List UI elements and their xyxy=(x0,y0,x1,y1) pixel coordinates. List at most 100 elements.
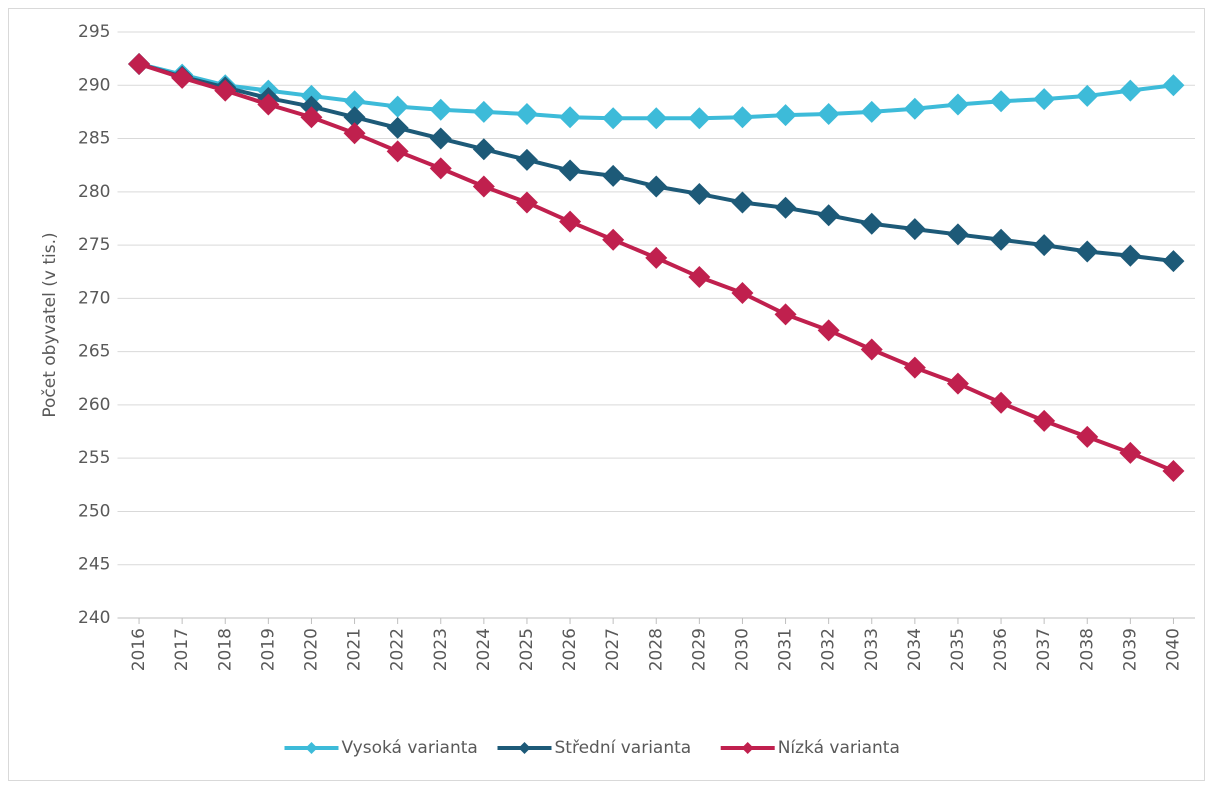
data-point xyxy=(645,246,668,269)
data-point xyxy=(257,93,280,116)
data-point xyxy=(602,228,625,251)
x-tick-label: 2031 xyxy=(776,628,796,671)
x-tick-label: 2020 xyxy=(301,628,321,671)
legend-marker xyxy=(741,742,754,754)
x-tick-label: 2040 xyxy=(1163,628,1183,671)
x-tick-label: 2038 xyxy=(1077,628,1097,671)
x-tick-label: 2029 xyxy=(689,628,709,671)
legend-marker xyxy=(518,742,531,754)
data-point xyxy=(817,103,840,126)
data-point xyxy=(429,98,452,121)
legend-label: Nízká varianta xyxy=(778,738,900,758)
data-point xyxy=(688,182,711,205)
data-point xyxy=(559,210,582,233)
data-point xyxy=(860,338,883,361)
data-point xyxy=(860,100,883,123)
x-tick-label: 2035 xyxy=(948,628,968,671)
x-tick-label: 2034 xyxy=(905,628,925,671)
data-point xyxy=(386,140,409,163)
data-point xyxy=(1162,250,1185,273)
x-tick-label: 2024 xyxy=(474,628,494,671)
data-point xyxy=(903,218,926,241)
data-point xyxy=(774,104,797,127)
data-point xyxy=(990,90,1013,113)
data-point xyxy=(343,122,366,145)
data-point xyxy=(946,93,969,116)
data-point xyxy=(343,106,366,129)
data-point xyxy=(731,106,754,129)
chart-border xyxy=(8,8,1205,781)
y-tick-label: 245 xyxy=(78,555,110,575)
data-point xyxy=(515,103,538,126)
x-tick-label: 2026 xyxy=(560,628,580,671)
data-point xyxy=(1162,74,1185,97)
x-tick-label: 2023 xyxy=(431,628,451,671)
data-point xyxy=(860,212,883,235)
x-tick-label: 2017 xyxy=(172,628,192,671)
data-point xyxy=(1033,234,1056,257)
y-tick-label: 295 xyxy=(78,22,110,42)
x-tick-label: 2036 xyxy=(991,628,1011,671)
x-tick-label: 2022 xyxy=(388,628,408,671)
data-point xyxy=(903,356,926,379)
data-point xyxy=(602,107,625,130)
x-tick-label: 2025 xyxy=(517,628,537,671)
x-tick-label: 2037 xyxy=(1034,628,1054,671)
legend-label: Střední varianta xyxy=(555,738,692,758)
data-point xyxy=(386,95,409,118)
data-point xyxy=(817,319,840,342)
x-tick-label: 2019 xyxy=(258,628,278,671)
data-point xyxy=(171,66,194,89)
y-tick-label: 265 xyxy=(78,342,110,362)
data-point xyxy=(903,97,926,120)
x-tick-label: 2018 xyxy=(215,628,235,671)
data-point xyxy=(472,100,495,123)
data-point xyxy=(688,107,711,130)
x-tick-label: 2027 xyxy=(603,628,623,671)
data-point xyxy=(429,157,452,180)
y-tick-label: 255 xyxy=(78,448,110,468)
data-point xyxy=(128,52,151,75)
x-tick-label: 2016 xyxy=(129,628,149,671)
data-point xyxy=(1033,409,1056,432)
data-point xyxy=(472,138,495,161)
y-tick-label: 290 xyxy=(78,75,110,95)
legend-label: Vysoká varianta xyxy=(342,738,478,758)
data-point xyxy=(559,106,582,129)
data-point xyxy=(515,148,538,171)
data-point xyxy=(1076,240,1099,263)
data-point xyxy=(602,164,625,187)
x-tick-label: 2021 xyxy=(345,628,365,671)
data-point xyxy=(774,303,797,326)
data-point xyxy=(946,372,969,395)
x-tick-label: 2028 xyxy=(646,628,666,671)
data-point xyxy=(1119,79,1142,102)
x-tick-label: 2032 xyxy=(819,628,839,671)
data-point xyxy=(946,223,969,246)
data-point xyxy=(645,175,668,198)
y-tick-label: 250 xyxy=(78,501,110,521)
y-tick-label: 270 xyxy=(78,288,110,308)
data-point xyxy=(817,204,840,227)
data-point xyxy=(515,191,538,214)
y-axis-label: Počet obyvatel (v tis.) xyxy=(40,232,60,417)
x-tick-label: 2030 xyxy=(732,628,752,671)
data-point xyxy=(731,191,754,214)
y-tick-label: 280 xyxy=(78,182,110,202)
x-tick-label: 2033 xyxy=(862,628,882,671)
legend-marker xyxy=(305,742,318,754)
data-point xyxy=(1119,441,1142,464)
data-point xyxy=(214,79,237,102)
data-point xyxy=(990,228,1013,251)
data-point xyxy=(990,391,1013,414)
data-point xyxy=(1162,459,1185,482)
data-point xyxy=(472,175,495,198)
data-point xyxy=(1076,84,1099,107)
y-tick-label: 275 xyxy=(78,235,110,255)
y-tick-label: 285 xyxy=(78,129,110,149)
data-point xyxy=(300,106,323,129)
data-point xyxy=(559,159,582,182)
x-tick-label: 2039 xyxy=(1120,628,1140,671)
y-tick-label: 260 xyxy=(78,395,110,415)
